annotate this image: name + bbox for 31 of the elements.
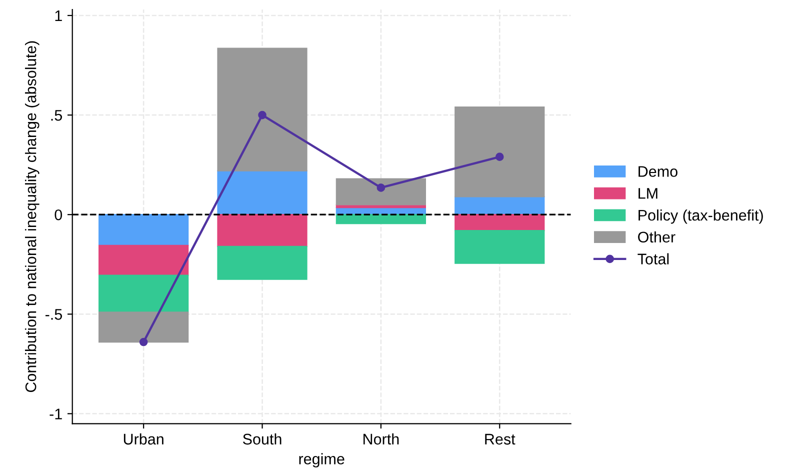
- bar: [454, 230, 545, 264]
- bar: [336, 178, 426, 206]
- bar: [217, 246, 308, 280]
- bar: [98, 274, 189, 313]
- y-axis-title: Contribution to national inequality change (absolute): [25, 41, 40, 392]
- legend-label: Policy (tax-benefit): [638, 209, 763, 224]
- y-tick-label: -1: [50, 408, 62, 420]
- bar: [454, 106, 545, 198]
- bar: [98, 244, 189, 276]
- y-tick-label: 1: [55, 10, 62, 22]
- legend-label: Demo: [638, 166, 678, 177]
- point: [258, 110, 266, 120]
- x-tick-label: South: [242, 433, 282, 445]
- point: [139, 338, 148, 346]
- bar: [98, 312, 189, 343]
- x-axis-title: regime: [299, 453, 344, 468]
- bar: [217, 48, 308, 172]
- y-tick-label: .5: [51, 110, 62, 121]
- x-tick-label: Urban: [124, 433, 164, 445]
- bar: [217, 214, 308, 247]
- legend-label: Total: [638, 253, 669, 264]
- x-tick-label: North: [364, 433, 399, 445]
- bar: [217, 170, 308, 216]
- y-tick-label: 0: [54, 209, 62, 220]
- x-tick-label: Rest: [485, 434, 516, 445]
- y-tick-label: -.5: [45, 309, 62, 320]
- bar: [98, 214, 189, 246]
- legend-label: Other: [638, 231, 676, 243]
- point: [495, 152, 504, 162]
- legend-label: LM: [638, 188, 658, 199]
- point: [376, 184, 386, 192]
